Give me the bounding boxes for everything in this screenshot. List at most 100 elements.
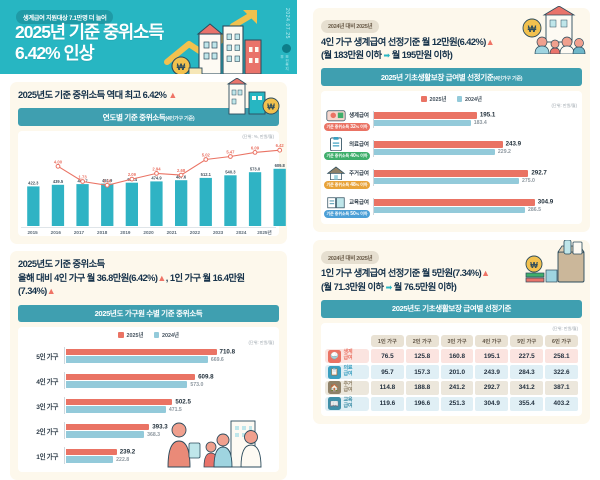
hbar-row: 3인 가구 502.5 471.5 bbox=[18, 393, 227, 418]
hbar-2025: 609.8 bbox=[66, 373, 214, 380]
hbar-chart-legend: 2025년 2024년 bbox=[18, 327, 279, 339]
benefit-row-title: 교육급여 bbox=[325, 195, 369, 209]
ribbon-year-trend-sub: (4인가구 기준) bbox=[165, 115, 195, 122]
table-cell: 227.5 bbox=[510, 349, 544, 364]
benefit-table: 1인 가구 2인 가구 3인 가구 4인 가구 5인 가구 6인 가구 🍚 생계 급여 76… bbox=[325, 334, 578, 411]
hero-title-line2: 6.42% 인상 bbox=[15, 43, 95, 64]
table-column-header: 1인 가구 bbox=[371, 334, 404, 348]
hbar-row-label: 5인 가구 bbox=[36, 353, 58, 361]
svg-text:2.09: 2.09 bbox=[128, 172, 137, 177]
benefit-name: 주거급여 bbox=[349, 170, 369, 177]
svg-text:512.1: 512.1 bbox=[201, 172, 212, 177]
table-cell: 387.1 bbox=[545, 380, 578, 395]
legend-item-0: 2025년 bbox=[118, 331, 144, 340]
hbar-2024: 573.0 bbox=[66, 381, 203, 388]
legend-label: 2024년 bbox=[465, 96, 482, 103]
table-cell: 243.9 bbox=[475, 365, 509, 379]
benefit-bar-2024: 275.0 bbox=[374, 178, 535, 185]
benefit-row-bars: 304.9 286.5 bbox=[373, 197, 553, 215]
combo-xtick: 2025년 bbox=[257, 230, 272, 236]
hero-banner: ₩ 생계급여 지원대상 7.1만명 더 늘어 2025년 기준 중위소득 6.4… bbox=[0, 0, 297, 74]
benefit-bar-2025: 292.7 bbox=[374, 170, 547, 177]
table-row-label: 주거 급여 bbox=[343, 381, 353, 393]
benefit-value-2025: 292.7 bbox=[531, 169, 547, 177]
combo-chart-unit: (단위: %, 만원/월) bbox=[242, 133, 274, 139]
left-panel: ₩ 생계급여 지원대상 7.1만명 더 늘어 2025년 기준 중위소득 6.4… bbox=[0, 0, 297, 480]
svg-text:439.5: 439.5 bbox=[53, 179, 64, 184]
benefit-row: 의료급여 기준 중위소득 40% 이하 243.9 229.2 bbox=[321, 134, 548, 163]
benefit-chart-rows: 생계급여 기준 중위소득 32% 이하 195.1 183.4 의료급여 기준 … bbox=[321, 103, 582, 221]
combo-chart-xaxis: 2015 2016 2017 2018 2019 2020 2021 2022 2023 2024… bbox=[21, 226, 276, 237]
benefit-table-header: 1인 가구 2인 가구 3인 가구 4인 가구 5인 가구 6인 가구 bbox=[325, 334, 578, 348]
svg-text:₩: ₩ bbox=[267, 103, 275, 112]
benefit-row-category: 의료급여 기준 중위소득 40% 이하 bbox=[321, 136, 373, 160]
benefit-name: 교육급여 bbox=[349, 199, 369, 206]
benefit-bar-2025: 304.9 bbox=[374, 199, 553, 206]
hero-illustration: ₩ bbox=[164, 10, 262, 74]
benefit-row-category: 주거급여 기준 중위소득 48% 이하 bbox=[321, 166, 373, 189]
table-row-category: 📖 교육 급여 bbox=[325, 396, 369, 411]
ribbon-benefit-4p: 2025년 기초생활보장 급여별 선정기준(4인가구 기준) bbox=[321, 68, 582, 86]
legend-item-0: 2025년 bbox=[421, 95, 447, 103]
svg-text:5.02: 5.02 bbox=[202, 152, 211, 157]
hero-title: 2025년 기준 중위소득 6.42% 인상 bbox=[15, 22, 164, 65]
svg-text:6.42: 6.42 bbox=[276, 143, 285, 148]
legend-swatch-icon bbox=[421, 96, 427, 102]
benefit-threshold-badge: 기준 중위소득 48% 이하 bbox=[323, 180, 371, 189]
benefit-name: 의료급여 bbox=[349, 141, 369, 148]
hbar-value-2025: 393.3 bbox=[152, 423, 168, 431]
benefit-bar-2024: 229.2 bbox=[374, 149, 511, 156]
hbar-row-bars: 239.2 222.8 bbox=[64, 447, 227, 465]
ribbon-benefit-4p-sub: (4인가구 기준) bbox=[493, 75, 523, 82]
hbar-row-bars: 710.8 669.6 bbox=[64, 347, 235, 365]
building-coin-illustration: ₩ bbox=[226, 78, 280, 115]
hbar-2025: 239.2 bbox=[66, 448, 135, 455]
hbar-row: 4인 가구 609.8 573.0 bbox=[18, 368, 227, 393]
benefit-chart-container: (단위: 만원/월) 2025년 2024년 생계급여 기준 중위소득 32% … bbox=[321, 90, 582, 224]
benefit-value-2025: 243.9 bbox=[505, 140, 522, 148]
right-section1-line2: (월 183만원 이하 ➡ 월 195만원 이하) bbox=[321, 49, 582, 62]
right-section2-kicker: 2024년 대비 2025년 bbox=[321, 251, 380, 265]
table-row: 🍚 생계 급여 76.5 125.8 160.8 195.1 227.5 258.1 bbox=[325, 349, 578, 364]
table-cell: 241.2 bbox=[440, 380, 474, 395]
table-cell: 196.6 bbox=[405, 396, 439, 411]
benefit-chart-unit: (단위: 만원/월) bbox=[551, 102, 577, 108]
right-arrow-icon: ➡ bbox=[385, 282, 393, 292]
combo-xtick: 2023 bbox=[212, 230, 224, 236]
right-panel: ₩ 2024년 대비 2025년 4인 가구 생계급여 선정기준 월 12만원(… bbox=[303, 0, 600, 425]
meal-icon: 🍚 bbox=[328, 349, 341, 363]
benefit-value-2024: 286.5 bbox=[528, 207, 542, 214]
right-section1-line1-text: 4인 가구 생계급여 선정기준 월 12만원(6.42%) bbox=[321, 36, 486, 47]
hbar-row-bars: 502.5 471.5 bbox=[64, 397, 227, 415]
benefit-chart-legend: 2025년 2024년 bbox=[321, 91, 582, 103]
table-cell: 125.8 bbox=[405, 349, 439, 364]
combo-xtick: 2020 bbox=[143, 230, 154, 236]
benefit-bar-2025: 243.9 bbox=[374, 141, 521, 148]
section-benefit-table: ₩ 2024년 대비 2025년 1인 가구 생계급여 선정기준 월 5만원(7… bbox=[313, 239, 590, 424]
hbar-chart-container: (단위: 만원/월) 2025년 2024년 bbox=[18, 327, 279, 473]
benefit-icon bbox=[325, 195, 347, 209]
svg-text:2.94: 2.94 bbox=[152, 166, 161, 171]
benefit-bar-2025: 195.1 bbox=[374, 112, 495, 119]
svg-text:₩: ₩ bbox=[530, 261, 538, 270]
benefit-row: 주거급여 기준 중위소득 48% 이하 292.7 275.0 bbox=[321, 163, 548, 192]
legend-item-1: 2024년 bbox=[456, 95, 482, 103]
svg-text:4.00: 4.00 bbox=[54, 159, 63, 164]
section-benefit-4person: ₩ 2024년 대비 2025년 4인 가구 생계급여 선정기준 월 12만원(… bbox=[313, 6, 590, 232]
hbar-value-2025: 609.8 bbox=[198, 373, 214, 381]
benefit-threshold-badge: 기준 중위소득 40% 이하 bbox=[323, 151, 371, 160]
benefit-row-category: 교육급여 기준 중위소득 50% 이하 bbox=[321, 195, 373, 218]
benefit-bar-2024: 286.5 bbox=[374, 207, 541, 214]
legend-label: 2025년 bbox=[126, 333, 144, 340]
ribbon-benefit-4p-title: 2025년 기초생활보장 급여별 선정기준 bbox=[380, 72, 494, 82]
benefit-table-unit: (단위: 만원/월) bbox=[552, 325, 578, 331]
table-cell: 160.8 bbox=[440, 349, 474, 364]
legend-swatch-icon bbox=[456, 96, 462, 102]
right-section2-line2: (월 71.3만원 이하 ➡ 월 76.5만원 이하) bbox=[321, 281, 582, 294]
up-arrow-icon-b: ▲ bbox=[46, 286, 56, 297]
table-cell: 258.1 bbox=[545, 349, 578, 364]
table-row: 🏠 주거 급여 114.8 188.8 241.2 292.7 341.2 387.1 bbox=[325, 380, 578, 395]
right-section2-before: (월 71.3만원 이하 bbox=[321, 281, 384, 292]
legend-label: 2024년 bbox=[162, 333, 179, 340]
table-column-header: 6인 가구 bbox=[545, 334, 578, 348]
